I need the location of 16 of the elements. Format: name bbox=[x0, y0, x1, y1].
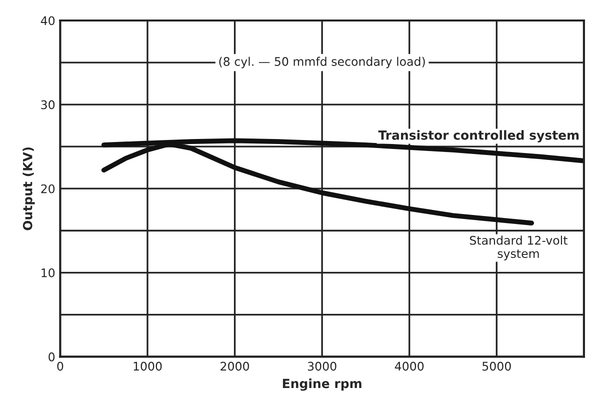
y-tick-label: 30 bbox=[41, 100, 55, 110]
y-axis-title: Output (KV) bbox=[22, 147, 35, 230]
x-tick-label: 3000 bbox=[308, 362, 336, 371]
y-tick-label: 0 bbox=[48, 352, 55, 362]
y-tick-label: 10 bbox=[42, 268, 55, 278]
y-tick-label: 20 bbox=[41, 184, 55, 194]
x-tick-label: 0 bbox=[57, 362, 64, 371]
x-tick-label: 1000 bbox=[134, 362, 162, 371]
x-tick-label: 5000 bbox=[482, 362, 511, 371]
y-tick-label: 40 bbox=[40, 16, 55, 26]
series-label: Standard 12-volt system bbox=[470, 236, 568, 260]
annotation: (8 cyl. — 50 mmfd secondary load) bbox=[219, 56, 425, 68]
x-tick-label: 4000 bbox=[394, 362, 424, 371]
x-axis-title: Engine rpm bbox=[282, 378, 362, 391]
x-tick-label: 2000 bbox=[220, 362, 250, 371]
series-label: Transistor controlled system bbox=[378, 130, 579, 142]
